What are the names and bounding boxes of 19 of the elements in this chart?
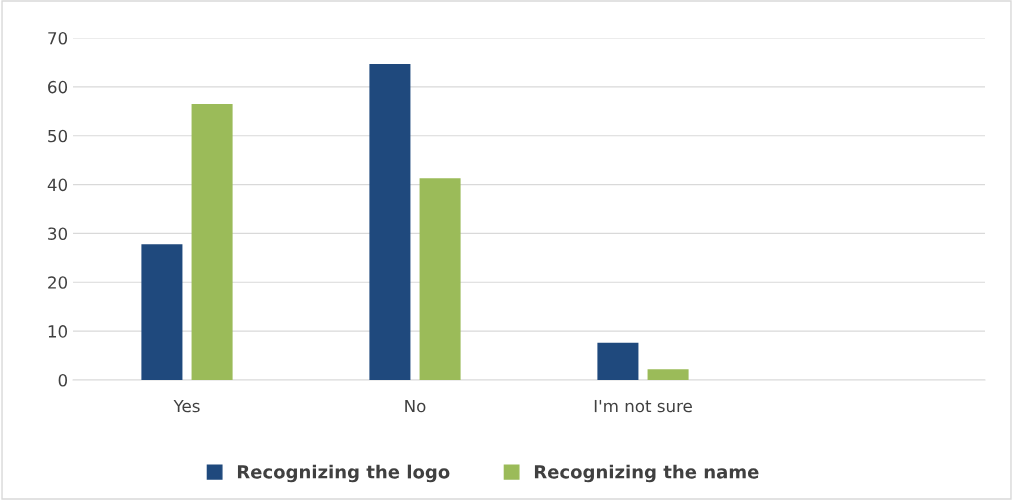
bar (597, 342, 639, 380)
x-tick-label: No (405, 399, 426, 413)
legend-label: Recognizing the name (534, 464, 759, 483)
bar (369, 63, 411, 380)
x-tick-label: Yes (173, 399, 200, 413)
bar (191, 103, 233, 380)
y-tick-label: 70 (48, 31, 68, 45)
x-tick-label: I'm not sure (594, 399, 692, 413)
y-tick-label: 40 (47, 178, 68, 192)
y-tick-label: 50 (48, 129, 68, 143)
y-tick-label: 30 (48, 227, 68, 240)
y-tick-label: 10 (48, 325, 68, 338)
bar (141, 244, 183, 380)
legend-label: Recognizing the logo (237, 464, 450, 483)
y-tick-label: 0 (58, 373, 68, 387)
y-tick-label: 60 (48, 80, 68, 94)
bar (419, 178, 461, 380)
y-tick-label: 20 (48, 276, 68, 289)
bar (647, 369, 689, 380)
